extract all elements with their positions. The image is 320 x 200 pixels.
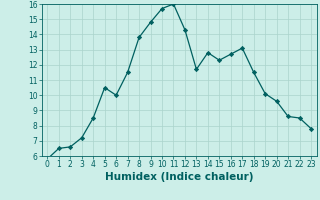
X-axis label: Humidex (Indice chaleur): Humidex (Indice chaleur) [105, 172, 253, 182]
